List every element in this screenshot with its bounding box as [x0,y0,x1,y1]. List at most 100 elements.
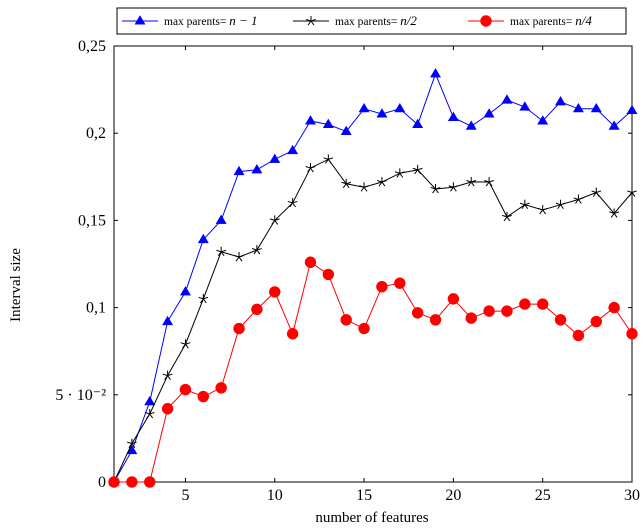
series-1-point [340,125,352,135]
series-1-point [412,118,424,129]
series-2-point [627,187,637,197]
series-1-point [179,286,191,296]
series-3-point [519,298,531,310]
series-3-point [536,298,549,310]
series-2-point [287,197,298,208]
legend-entry-3: max parents= n/4 [468,13,592,28]
axes: 5 10 15 20 25 30 0 5 · 10⁻² 0,1 0,15 0,2 0,25 [55,38,640,504]
plot-series [108,68,638,488]
series-2-point [234,252,244,262]
x-tick-label: 10 [267,487,283,504]
series-2-point [502,211,512,222]
series-1-point [376,108,388,118]
legend-entry-1: max parents= n − 1 [122,13,258,28]
y-tick-label: 0 [98,474,106,491]
series-3-point [233,322,245,335]
series-3-point [411,307,424,319]
legend-label: max parents= n/2 [335,13,417,28]
series-1-point [197,233,209,244]
series-3-point [572,329,585,342]
series-2-point [609,208,620,218]
series-2-point [126,438,137,448]
series-1-point [483,108,495,118]
legend-marker [134,15,146,25]
series-1-point [519,101,531,111]
series-1-point [626,104,638,115]
series-1-point [162,315,174,326]
series-1-point [233,165,245,176]
series-1-point [447,111,459,122]
series-1-point [465,120,477,130]
series-3-point [197,390,210,403]
series-2-point [251,245,262,255]
series-2-point [377,177,387,187]
series-2-point [305,163,316,173]
series-3-point [108,476,120,488]
series-1-line [113,72,633,483]
series-2-point [162,370,173,380]
series-3-point [340,314,352,326]
x-tick-label: 25 [535,487,551,504]
series-3-point [322,268,335,281]
series-2-point [484,177,495,187]
series-2-point [573,194,584,204]
series-1 [108,68,638,486]
series-1-point [215,214,227,224]
series-2-point [216,246,227,257]
series-3-point [286,328,299,340]
series-2-point [359,182,369,192]
series-3-point [608,301,620,314]
series-3-point [429,314,442,326]
series-3-point [251,303,263,316]
series-3-point [304,256,317,268]
series-3-point [465,312,477,324]
series-1-point [305,115,316,125]
series-2-point [555,199,566,210]
series-3-point [144,476,156,488]
x-axis-title: number of features [315,510,428,526]
series-3-point [394,277,406,289]
series-3-point [126,476,138,488]
series-1-point [572,102,584,113]
series-1-point [555,96,567,106]
legend-marker [480,15,492,27]
series-1-point [358,102,370,113]
series-2-point [394,168,405,178]
y-tick-label: 0,25 [78,38,106,55]
series-2-point [519,199,530,210]
legend-entry-2: max parents= n/2 [293,13,417,28]
series-2-point [448,182,459,192]
series-1-point [501,94,513,104]
series-3-point [358,322,370,335]
series-1-point [322,118,334,129]
series-3-point [215,382,227,394]
y-tick-label: 0,15 [78,212,106,229]
series-1-point [590,102,602,113]
series-2-point [180,339,191,349]
x-tick-label: 20 [445,487,461,504]
series-1-point [144,395,156,406]
legend-label: max parents= n/4 [510,13,592,28]
x-tick-label: 15 [356,487,372,504]
series-1-point [287,144,299,155]
y-axis-title: Interval size [8,248,24,322]
series-2-point [430,184,441,194]
series-2-point [269,215,280,225]
series-3 [108,256,638,488]
series-1-point [608,120,620,130]
series-3-point [269,286,281,298]
legend: max parents= n − 1 max parents= n/2 max pa… [116,7,627,35]
series-3-point [447,293,460,305]
series-1-point [394,102,406,113]
series-2-point [412,164,423,175]
series-3-point [483,305,495,317]
y-tick-label: 0,2 [86,125,106,142]
series-1-point [537,115,549,125]
series-2-point [323,154,334,164]
series-3-point [626,328,638,340]
series-2-point [591,187,602,197]
series-3-point [590,315,602,328]
series-1-point [269,153,281,163]
series-3-line [114,261,633,483]
